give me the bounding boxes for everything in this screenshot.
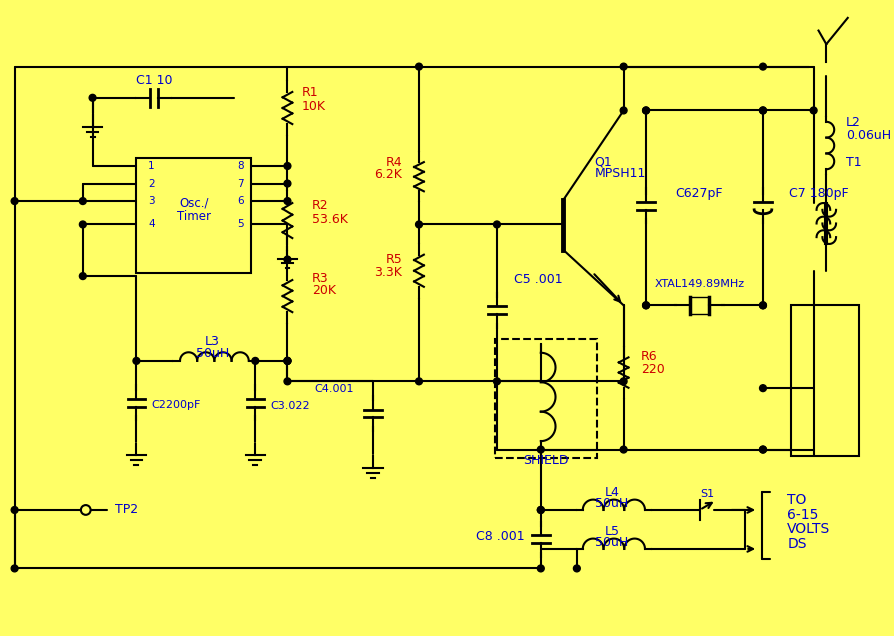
Text: VOLTS: VOLTS: [788, 522, 831, 536]
Circle shape: [284, 180, 291, 187]
Text: 50uH: 50uH: [595, 497, 628, 509]
Circle shape: [80, 198, 86, 205]
Text: L2: L2: [846, 116, 861, 128]
Text: 50uH: 50uH: [196, 347, 229, 359]
Text: Q1: Q1: [595, 156, 612, 169]
Circle shape: [416, 221, 422, 228]
Circle shape: [284, 198, 291, 205]
Circle shape: [284, 378, 291, 385]
Circle shape: [537, 506, 544, 513]
Text: 7: 7: [237, 179, 243, 188]
Text: C4.001: C4.001: [314, 384, 354, 394]
Circle shape: [284, 163, 291, 169]
Text: C2200pF: C2200pF: [151, 399, 200, 410]
Circle shape: [80, 273, 86, 279]
Text: 1: 1: [148, 161, 155, 171]
Circle shape: [810, 107, 817, 114]
Text: TO: TO: [788, 493, 806, 508]
Text: 50uH: 50uH: [595, 536, 628, 549]
Text: 0.06uH: 0.06uH: [846, 129, 891, 142]
Text: 6-15: 6-15: [788, 508, 819, 522]
Text: C8 .001: C8 .001: [476, 530, 524, 543]
Text: T1: T1: [846, 156, 862, 169]
Text: R4: R4: [386, 156, 402, 169]
Text: 6.2K: 6.2K: [375, 169, 402, 181]
Text: 2: 2: [148, 179, 155, 188]
Circle shape: [416, 63, 422, 70]
Text: 6: 6: [237, 196, 243, 206]
Text: 3: 3: [148, 196, 155, 206]
Circle shape: [89, 94, 96, 101]
Text: DS: DS: [788, 537, 806, 551]
Circle shape: [620, 446, 627, 453]
Bar: [495, 340, 597, 459]
Text: MPSH11: MPSH11: [595, 167, 645, 180]
Circle shape: [643, 302, 649, 308]
Circle shape: [284, 357, 291, 364]
Text: C627pF: C627pF: [675, 187, 722, 200]
Text: 220: 220: [641, 363, 665, 376]
Circle shape: [620, 378, 627, 385]
Circle shape: [760, 446, 766, 453]
Circle shape: [252, 357, 258, 364]
Text: L3: L3: [205, 335, 220, 348]
Circle shape: [620, 63, 627, 70]
Circle shape: [133, 357, 139, 364]
Text: 4: 4: [148, 219, 155, 230]
Text: L4: L4: [604, 486, 620, 499]
Text: 5: 5: [237, 219, 243, 230]
Text: TP2: TP2: [115, 504, 138, 516]
Circle shape: [573, 565, 580, 572]
Text: 3.3K: 3.3K: [375, 266, 402, 279]
Text: 10K: 10K: [302, 100, 326, 113]
Circle shape: [620, 107, 627, 114]
Circle shape: [537, 446, 544, 453]
Text: SHIELD: SHIELD: [523, 453, 569, 467]
Circle shape: [643, 107, 649, 114]
Circle shape: [416, 378, 422, 385]
Circle shape: [493, 221, 501, 228]
Circle shape: [760, 63, 766, 70]
Text: C3.022: C3.022: [270, 401, 309, 411]
Text: 53.6K: 53.6K: [312, 213, 348, 226]
Circle shape: [284, 256, 291, 263]
Text: R2: R2: [312, 200, 328, 212]
Circle shape: [643, 107, 649, 114]
Circle shape: [760, 302, 766, 308]
Circle shape: [537, 565, 544, 572]
Circle shape: [760, 446, 766, 453]
Bar: [690, 296, 709, 314]
Text: 8: 8: [237, 161, 243, 171]
Circle shape: [760, 107, 766, 114]
Text: C7 180pF: C7 180pF: [789, 187, 849, 200]
Text: R1: R1: [302, 86, 318, 99]
Text: R3: R3: [312, 272, 328, 284]
Bar: [791, 305, 859, 457]
Circle shape: [760, 302, 766, 308]
Circle shape: [12, 565, 18, 572]
Text: Osc./: Osc./: [179, 197, 208, 209]
Text: 20K: 20K: [312, 284, 336, 297]
Circle shape: [12, 198, 18, 205]
Circle shape: [284, 357, 291, 364]
Bar: [137, 158, 251, 273]
Text: C5 .001: C5 .001: [513, 272, 562, 286]
Text: S1: S1: [700, 489, 714, 499]
Circle shape: [493, 378, 501, 385]
Circle shape: [643, 302, 649, 308]
Text: L5: L5: [604, 525, 620, 538]
Circle shape: [80, 221, 86, 228]
Circle shape: [12, 506, 18, 513]
Circle shape: [284, 357, 291, 364]
Text: R5: R5: [385, 253, 402, 266]
Text: Timer: Timer: [177, 210, 211, 223]
Text: C1 10: C1 10: [136, 74, 173, 86]
Text: R6: R6: [641, 350, 658, 364]
Text: XTAL149.89MHz: XTAL149.89MHz: [654, 279, 745, 289]
Circle shape: [537, 506, 544, 513]
Circle shape: [760, 107, 766, 114]
Circle shape: [760, 385, 766, 392]
